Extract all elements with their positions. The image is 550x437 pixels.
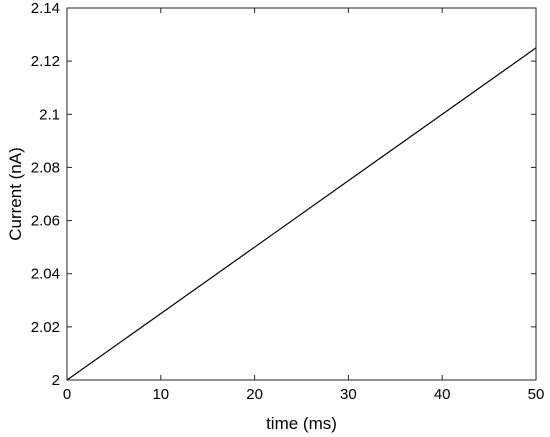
x-axis-label: time (ms) bbox=[266, 414, 337, 433]
y-tick-label: 2.04 bbox=[31, 266, 60, 283]
series-line bbox=[66, 47, 537, 381]
x-tick-label: 0 bbox=[63, 386, 71, 403]
x-axis: 0 10 20 30 40 50 bbox=[63, 8, 545, 403]
y-tick-label: 2.02 bbox=[31, 319, 60, 336]
y-tick-label: 2.06 bbox=[31, 213, 60, 230]
y-tick-label: 2.12 bbox=[31, 53, 60, 70]
y-tick-label: 2.14 bbox=[31, 0, 60, 17]
x-tick-label: 10 bbox=[152, 386, 169, 403]
y-tick-label: 2.08 bbox=[31, 159, 60, 176]
y-axis: 2 2.02 2.04 2.06 2.08 2.1 2.12 2.14 bbox=[31, 0, 536, 389]
x-tick-label: 20 bbox=[246, 386, 263, 403]
x-tick-label: 30 bbox=[340, 386, 357, 403]
plot-area bbox=[66, 7, 537, 381]
series-layer bbox=[66, 47, 537, 381]
axes-box bbox=[66, 7, 537, 381]
y-tick-label: 2 bbox=[52, 372, 60, 389]
x-tick-label: 40 bbox=[434, 386, 451, 403]
x-tick-label: 50 bbox=[528, 386, 545, 403]
y-tick-label: 2.1 bbox=[39, 106, 60, 123]
y-axis-label: Current (nA) bbox=[6, 147, 25, 241]
